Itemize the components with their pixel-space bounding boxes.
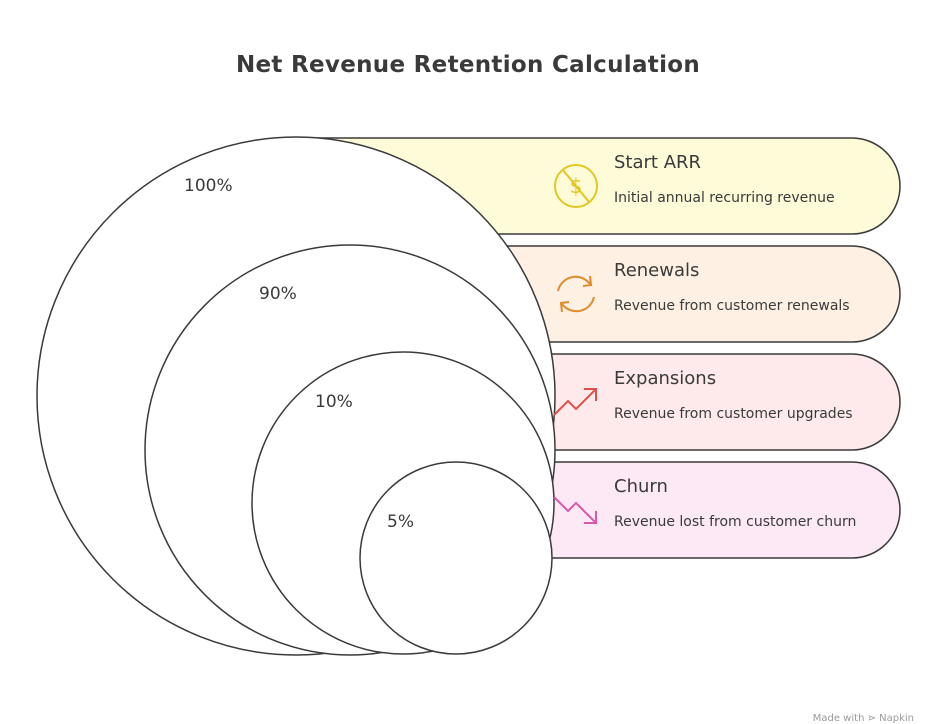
expansions-description: Revenue from customer upgrades <box>614 406 853 422</box>
churn-title: Churn <box>614 476 668 497</box>
trend-down-icon <box>553 496 597 524</box>
expansions-title: Expansions <box>614 368 717 389</box>
svg-text:$: $ <box>570 174 583 198</box>
churn-description: Revenue lost from customer churn <box>614 514 857 530</box>
napkin-watermark: Made with ⋗ Napkin <box>812 713 914 724</box>
refresh-arrows-icon <box>557 275 595 313</box>
percent-label-renewals: 90% <box>259 284 297 304</box>
percent-label-expansions: 10% <box>315 392 353 412</box>
trend-up-icon <box>553 388 597 416</box>
diagram-title: Net Revenue Retention Calculation <box>235 52 701 78</box>
percent-label-start-arr: 100% <box>184 176 233 196</box>
renewals-description: Revenue from customer renewals <box>614 298 850 314</box>
start-arr-description: Initial annual recurring revenue <box>614 190 835 206</box>
band-churn <box>454 461 901 559</box>
start-arr-title: Start ARR <box>614 152 702 173</box>
dollar-coin-icon: $ <box>554 164 598 208</box>
renewals-title: Renewals <box>614 260 700 281</box>
circle-churn <box>359 461 553 655</box>
percent-label-churn: 5% <box>387 512 414 532</box>
